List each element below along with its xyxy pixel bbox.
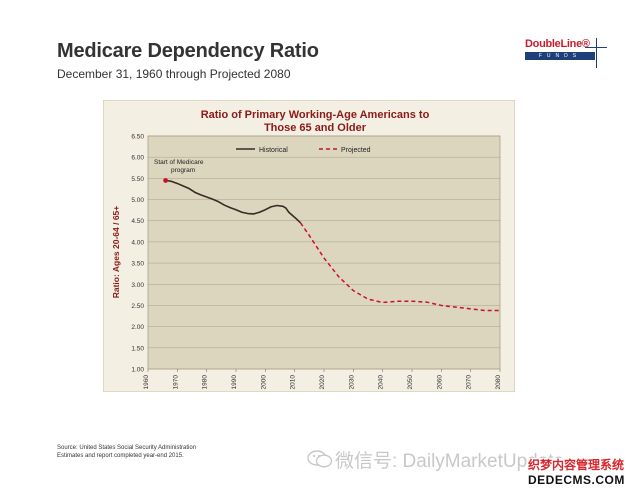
logo-name: DoubleLine bbox=[525, 38, 582, 50]
x-tick-label: 2000 bbox=[260, 375, 267, 390]
y-tick-label: 4.50 bbox=[131, 218, 144, 225]
x-tick-label: 2050 bbox=[407, 375, 414, 390]
x-tick-label: 2080 bbox=[495, 375, 502, 390]
doubleline-logo: DoubleLine® FUNDS bbox=[525, 38, 607, 68]
series-line-projected bbox=[299, 222, 500, 312]
logo-crosshair-vertical bbox=[596, 38, 597, 68]
series-lines bbox=[165, 179, 500, 312]
y-tick-label: 1.50 bbox=[131, 345, 144, 352]
chart-title-line1: Ratio of Primary Working-Age Americans t… bbox=[201, 109, 430, 121]
logo-wordmark: DoubleLine® bbox=[525, 38, 590, 50]
plot-area bbox=[147, 135, 501, 370]
x-axis-ticks: 1960 1970 1980 1990 2000 2010 2020 2030 2040 2050… bbox=[143, 369, 502, 389]
y-tick-label: 2.00 bbox=[131, 324, 144, 331]
y-axis-ticks: 6.50 6.00 5.50 5.00 4.50 4.00 3.50 3.00 2.50 2.00… bbox=[131, 134, 144, 374]
logo-tagline: FUNDS bbox=[525, 52, 595, 60]
x-tick-label: 1980 bbox=[202, 375, 209, 390]
site-badge-line2: DEDECMS.COM bbox=[528, 473, 625, 487]
x-tick-label: 1970 bbox=[172, 375, 179, 390]
source-footnote: Source: United States Social Security Ad… bbox=[57, 444, 196, 460]
y-tick-label: 5.50 bbox=[131, 176, 144, 183]
dependency-ratio-chart: Ratio of Primary Working-Age Americans t… bbox=[103, 100, 515, 392]
x-tick-label: 2030 bbox=[348, 375, 355, 390]
x-tick-label: 2040 bbox=[378, 375, 385, 390]
x-tick-label: 2070 bbox=[466, 375, 473, 390]
series-line-historical bbox=[165, 179, 302, 224]
chart-title-line2: Those 65 and Older bbox=[264, 122, 367, 134]
legend-historical-label: Historical bbox=[259, 147, 288, 154]
site-badge-line1: 织梦内容管理系统 bbox=[528, 458, 625, 472]
y-tick-label: 6.50 bbox=[131, 134, 144, 141]
y-tick-label: 3.50 bbox=[131, 261, 144, 268]
x-tick-label: 2020 bbox=[319, 375, 326, 390]
y-tick-label: 2.50 bbox=[131, 303, 144, 310]
y-tick-label: 1.00 bbox=[131, 367, 144, 374]
y-tick-label: 6.00 bbox=[131, 155, 144, 162]
x-tick-label: 2010 bbox=[290, 375, 297, 390]
medicare-annotation: Start of Medicare program bbox=[154, 159, 204, 183]
legend-projected-label: Projected bbox=[341, 147, 371, 154]
x-tick-label: 2060 bbox=[436, 375, 443, 390]
medicare-start-marker bbox=[163, 178, 168, 183]
annotation-line1: Start of Medicare bbox=[154, 159, 204, 166]
y-axis-label: Ratio: Ages 20-64 / 65+ bbox=[111, 206, 121, 299]
chart-legend: Historical Projected bbox=[236, 147, 371, 154]
site-badge: 织梦内容管理系统 DEDECMS.COM bbox=[528, 458, 634, 488]
annotation-line2: program bbox=[171, 167, 195, 174]
chart-svg: Ratio of Primary Working-Age Americans t… bbox=[103, 100, 515, 392]
y-tick-label: 3.00 bbox=[131, 282, 144, 289]
watermark-text: 微信号: DailyMarketUpdate bbox=[335, 451, 565, 472]
wechat-icon bbox=[307, 449, 335, 475]
x-tick-label: 1960 bbox=[143, 375, 150, 390]
footnote-line1: Source: United States Social Security Ad… bbox=[57, 445, 197, 451]
y-tick-label: 4.00 bbox=[131, 239, 144, 246]
y-tick-label: 5.00 bbox=[131, 197, 144, 204]
grid-lines bbox=[148, 135, 500, 370]
wechat-watermark: 微信号: DailyMarketUpdate bbox=[307, 446, 564, 475]
logo-crosshair-horizontal bbox=[585, 47, 607, 48]
x-tick-label: 1990 bbox=[231, 375, 238, 390]
footnote-line2: Estimates and report completed year-end … bbox=[57, 453, 184, 459]
slide-title: Medicare Dependency Ratio bbox=[57, 40, 319, 62]
logo-registered-mark: ® bbox=[581, 38, 590, 50]
slide-subtitle: December 31, 1960 through Projected 2080 bbox=[57, 67, 291, 81]
